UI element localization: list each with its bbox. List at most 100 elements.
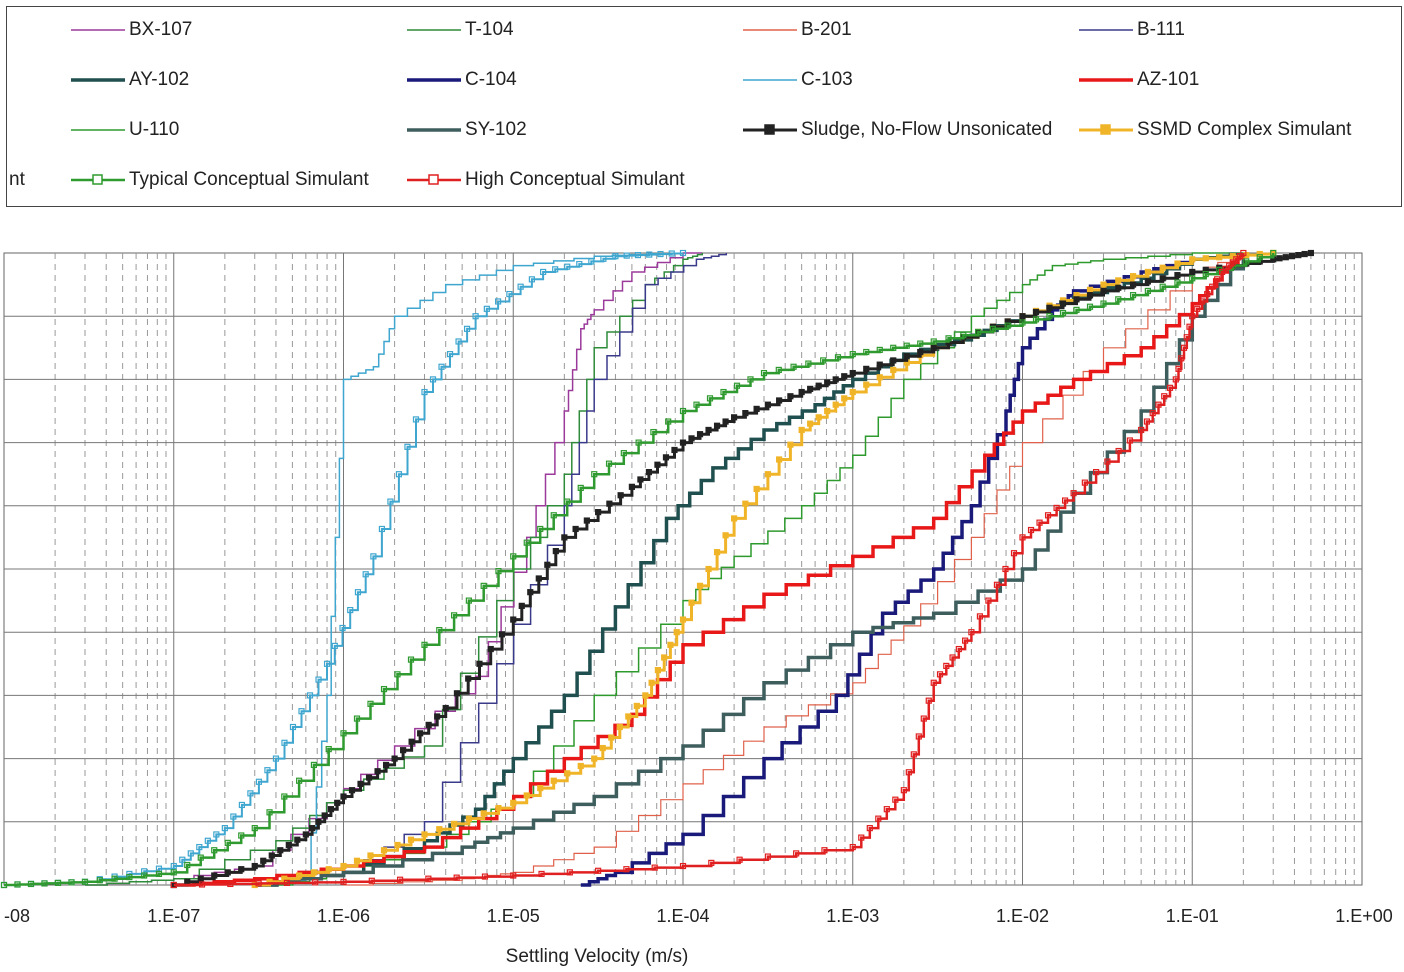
data-point-marker [1161,393,1168,400]
data-point-marker [693,401,700,408]
data-point-marker [651,864,658,871]
series-line [343,253,1244,886]
data-point-marker [357,780,364,787]
data-point-marker [1202,266,1209,273]
legend-item: U-110 [69,117,179,143]
data-point-marker [673,629,680,636]
data-point-marker [1046,304,1053,311]
data-point-marker [1100,300,1107,307]
series-line [284,253,668,886]
data-point-marker [394,671,401,678]
data-point-marker [1019,319,1026,326]
legend-item: B-201 [741,17,852,43]
data-point-marker [331,642,338,649]
data-point-marker [510,553,517,560]
data-point-marker [353,715,361,722]
data-point-marker [925,697,932,704]
data-point-marker [1183,334,1190,341]
legend-item: SSMD Complex Simulant [1077,117,1351,143]
data-point-marker [576,260,583,268]
series-line [4,252,684,886]
data-point-marker [1282,254,1289,261]
data-point-marker [930,679,937,686]
data-point-marker [283,879,291,886]
data-point-marker [1204,290,1211,298]
data-point-marker [260,857,267,864]
data-point-marker [1115,447,1122,455]
data-point-marker [463,325,471,332]
data-point-marker [312,879,319,886]
data-point-marker [892,796,899,803]
data-point-marker [68,879,75,886]
data-point-marker [483,305,490,312]
legend-cut-label: nt [9,169,25,190]
data-point-marker [790,363,797,370]
data-point-marker [1093,468,1100,476]
data-point-marker [315,676,322,683]
data-point-marker [968,629,975,636]
data-point-marker [394,841,401,849]
data-point-marker [917,340,924,347]
data-point-marker [657,250,664,258]
data-point-marker [362,571,369,578]
data-point-marker [787,393,794,400]
legend-item: T-104 [405,17,514,43]
data-point-marker [985,597,992,604]
data-point-marker [815,382,822,389]
data-point-marker [453,874,460,881]
data-point-marker [170,881,177,889]
data-point-marker [628,483,636,490]
legend-label: B-201 [801,19,852,40]
data-point-marker [1189,268,1196,276]
data-point-marker [696,582,704,589]
data-point-marker [1149,410,1156,417]
data-point-marker [370,553,377,560]
data-point-marker [155,870,163,878]
data-point-marker [141,868,148,875]
data-point-marker [353,857,361,864]
legend-item: AY-102 [69,67,189,93]
data-point-marker [408,738,415,745]
data-point-marker [378,525,386,533]
data-point-marker [450,820,458,828]
data-point-marker [340,793,347,800]
data-point-marker [187,850,194,857]
legend-item: High Conceptual Simulant [405,167,685,193]
data-point-marker [815,414,822,421]
data-point-marker [625,713,632,720]
x-tick-label: 1.E-01 [1166,906,1219,926]
data-point-marker [179,856,186,863]
data-point-marker [442,704,449,712]
data-point-marker [1174,260,1181,267]
data-point-marker [566,869,573,876]
data-point-marker [495,298,502,305]
data-point-marker [910,751,917,758]
data-point-marker [1236,253,1243,260]
data-point-marker [688,435,695,442]
legend-swatch [407,29,461,31]
data-point-marker [776,456,783,463]
data-point-marker [595,509,602,516]
data-point-marker [903,342,910,349]
data-point-marker [281,739,288,746]
data-point-marker [849,351,856,358]
data-point-marker [930,344,937,351]
data-point-marker [635,439,642,446]
data-point-marker [1086,303,1094,310]
data-point-marker [1073,296,1080,303]
legend-label: AZ-101 [1137,69,1200,90]
data-point-marker [1216,254,1223,261]
data-point-marker [1144,278,1151,285]
data-point-marker [550,777,557,784]
data-point-marker [391,755,398,762]
data-point-marker [204,837,211,844]
data-point-marker [14,881,21,888]
data-point-marker [1032,316,1040,323]
series-az-101 [173,253,1246,887]
data-point-marker [340,862,347,870]
data-point-marker [552,547,559,555]
data-point-marker [538,870,545,878]
data-point-marker [605,460,613,467]
data-point-marker [679,439,687,446]
data-point-marker [1219,268,1226,276]
